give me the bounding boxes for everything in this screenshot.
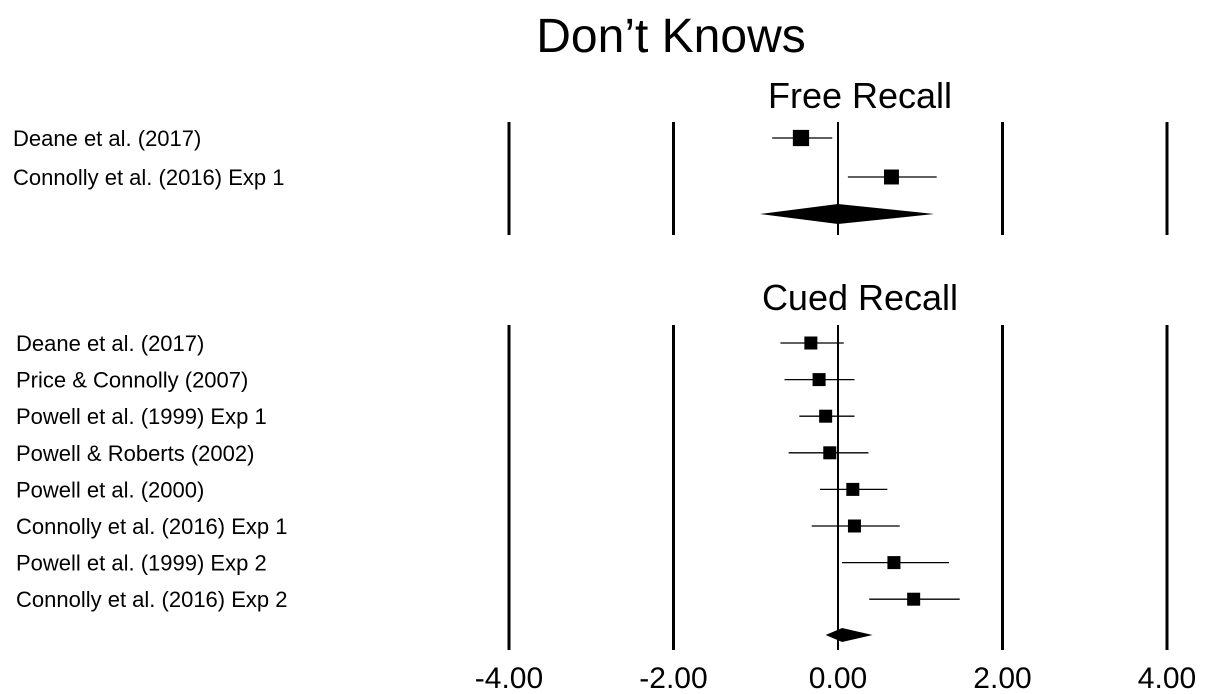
study-label: Deane et al. (2017) [16,331,204,356]
effect-marker [792,129,810,147]
effect-marker [812,373,826,387]
panel-title: Free Recall [768,75,952,116]
x-tick-label: -2.00 [639,662,707,694]
panel-title: Cued Recall [762,277,958,318]
panel-1: Cued Recall Deane et al. (2017) Price & Co… [16,277,1169,650]
study-label: Deane et al. (2017) [13,126,201,151]
effect-marker [883,169,899,185]
effect-marker [846,482,860,496]
effect-marker [819,409,833,423]
effect-marker [847,519,861,533]
effect-marker [804,336,818,350]
effect-marker [823,446,837,460]
x-tick-label: 4.00 [1138,662,1196,694]
summary-diamond [825,628,873,642]
panels-layer: Free Recall Deane et al. (2017) Connolly e… [13,75,1169,650]
x-tick-label: -4.00 [475,662,543,694]
study-label: Powell et al. (1999) Exp 2 [16,551,267,576]
study-label: Powell & Roberts (2002) [16,441,254,466]
x-tick-label: 2.00 [973,662,1031,694]
study-label: Connolly et al. (2016) Exp 1 [16,514,288,539]
summary-diamond [759,204,935,224]
effect-marker [887,556,901,570]
x-tick-label: 0.00 [809,662,867,694]
study-label: Powell et al. (1999) Exp 1 [16,404,267,429]
x-axis: -4.00 -2.00 0.00 2.00 4.00 [475,662,1196,694]
study-label: Connolly et al. (2016) Exp 2 [16,587,288,612]
study-label: Powell et al. (2000) [16,477,204,502]
study-label: Connolly et al. (2016) Exp 1 [13,165,285,190]
chart-title: Don’t Knows [536,10,805,63]
panel-0: Free Recall Deane et al. (2017) Connolly e… [13,75,1169,235]
effect-marker [907,592,921,606]
study-label: Price & Connolly (2007) [16,368,248,393]
